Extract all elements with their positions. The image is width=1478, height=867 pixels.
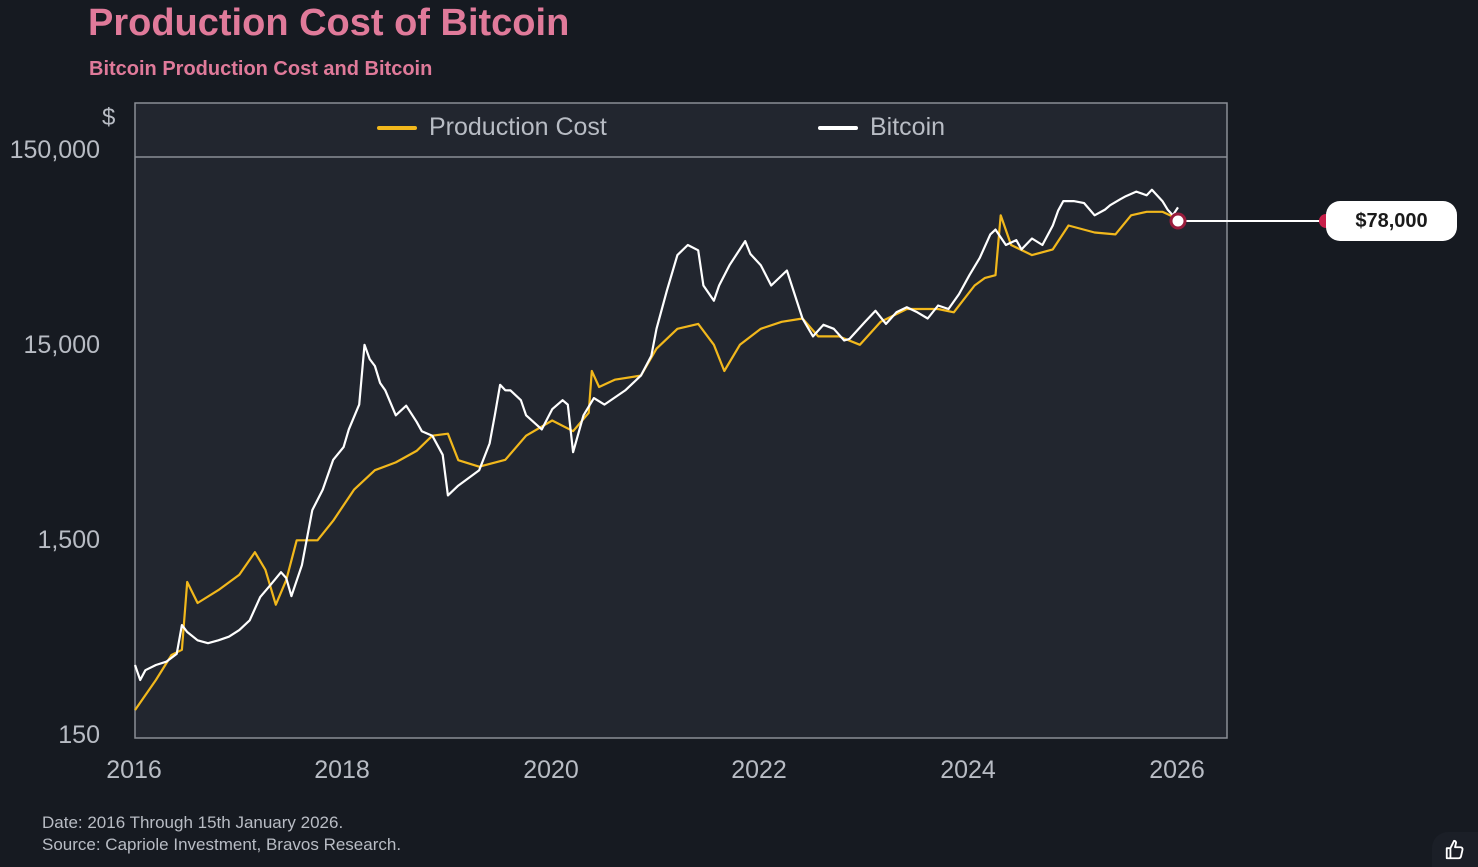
legend-production-cost[interactable]: Production Cost (377, 113, 607, 142)
chart-subtitle: Bitcoin Production Cost and Bitcoin (89, 58, 433, 80)
legend-swatch-production-cost (377, 125, 417, 130)
legend-label: Bitcoin (870, 113, 946, 141)
legend-bitcoin[interactable]: Bitcoin (818, 113, 945, 142)
x-tick-label: 2022 (731, 756, 787, 784)
x-tick-label: 2020 (523, 756, 579, 784)
footer-date: Date: 2016 Through 15th January 2026. (42, 813, 344, 832)
chart-title: Production Cost of Bitcoin (88, 2, 570, 44)
y-tick-label: 1,500 (37, 526, 100, 554)
x-tick-label: 2018 (314, 756, 370, 784)
x-tick-label: 2024 (940, 756, 996, 784)
y-tick-label: 150,000 (9, 136, 100, 164)
feedback-button[interactable] (1432, 832, 1478, 867)
plot-area (134, 102, 1228, 739)
series-line-production-cost (134, 210, 1179, 711)
y-tick-label: 15,000 (23, 331, 100, 359)
legend-swatch-bitcoin (818, 125, 858, 130)
x-tick-label: 2026 (1149, 756, 1205, 784)
y-tick-label: 150 (58, 721, 100, 749)
y-axis-label: $ (102, 104, 116, 131)
last-value-callout: $78,000 (1326, 201, 1457, 241)
series-layer (133, 188, 1179, 711)
last-value-marker (1169, 212, 1187, 230)
x-tick-label: 2016 (106, 756, 162, 784)
legend-label: Production Cost (429, 113, 607, 141)
footer-source: Source: Capriole Investment, Bravos Rese… (42, 835, 402, 854)
thumbs-up-icon (1445, 839, 1464, 859)
series-line-bitcoin (133, 188, 1179, 682)
